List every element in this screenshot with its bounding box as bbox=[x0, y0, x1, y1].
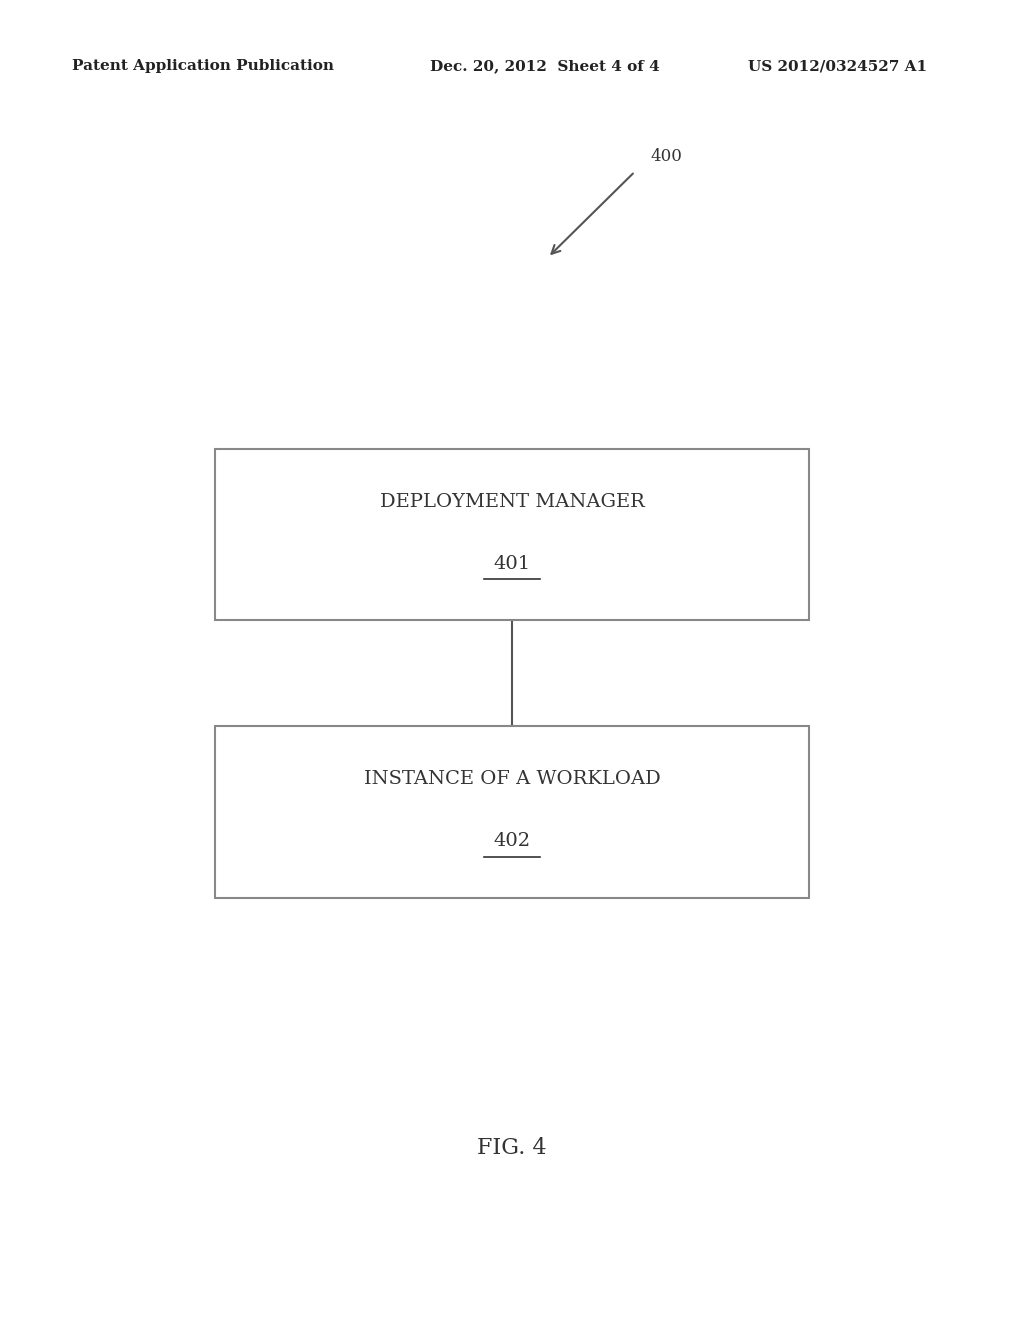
Text: INSTANCE OF A WORKLOAD: INSTANCE OF A WORKLOAD bbox=[364, 770, 660, 788]
Text: DEPLOYMENT MANAGER: DEPLOYMENT MANAGER bbox=[380, 492, 644, 511]
Text: Dec. 20, 2012  Sheet 4 of 4: Dec. 20, 2012 Sheet 4 of 4 bbox=[430, 59, 659, 74]
Text: US 2012/0324527 A1: US 2012/0324527 A1 bbox=[748, 59, 927, 74]
FancyBboxPatch shape bbox=[215, 726, 809, 898]
Text: FIG. 4: FIG. 4 bbox=[477, 1138, 547, 1159]
Text: 401: 401 bbox=[494, 554, 530, 573]
Text: Patent Application Publication: Patent Application Publication bbox=[72, 59, 334, 74]
Text: 400: 400 bbox=[650, 148, 682, 165]
Text: 402: 402 bbox=[494, 832, 530, 850]
FancyBboxPatch shape bbox=[215, 449, 809, 620]
